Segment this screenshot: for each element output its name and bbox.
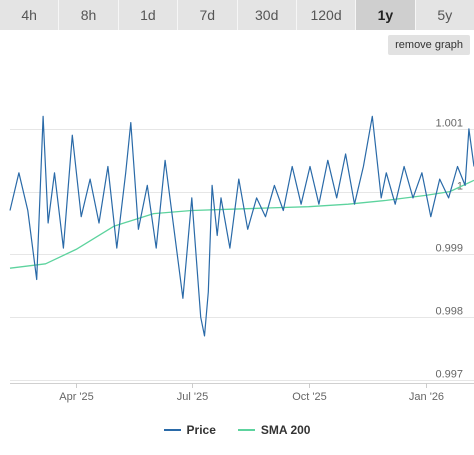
legend-swatch-price: [163, 429, 181, 431]
x-tick-label: Apr '25: [59, 391, 94, 403]
tab-7d[interactable]: 7d: [178, 0, 238, 30]
tab-1y[interactable]: 1y: [356, 0, 416, 30]
remove-graph-button[interactable]: remove graph: [388, 35, 470, 55]
y-tick-label: 0.999: [435, 243, 463, 255]
tab-4h[interactable]: 4h: [0, 0, 60, 30]
timeframe-tabs: 4h 8h 1d 7d 30d 120d 1y 5y: [0, 0, 474, 30]
y-tick-label: 0.998: [435, 306, 463, 318]
y-tick-label: 1.001: [435, 118, 463, 130]
x-tick-label: Jul '25: [177, 391, 208, 403]
legend-label-price: Price: [186, 423, 216, 437]
x-tick-label: Jan '26: [409, 391, 444, 403]
legend-label-sma: SMA 200: [260, 423, 311, 437]
y-tick-label: 0.997: [435, 369, 463, 381]
x-tick-label: Oct '25: [292, 391, 327, 403]
legend-item-sma[interactable]: SMA 200: [237, 423, 311, 437]
tab-8h[interactable]: 8h: [59, 0, 119, 30]
chart-legend: Price SMA 200: [0, 420, 474, 440]
tab-120d[interactable]: 120d: [296, 0, 357, 30]
sma-200-line: [9, 179, 474, 269]
tab-5y[interactable]: 5y: [415, 0, 474, 30]
tab-30d[interactable]: 30d: [237, 0, 297, 30]
price-line: [9, 115, 474, 337]
tab-1d[interactable]: 1d: [118, 0, 179, 30]
legend-item-price[interactable]: Price: [163, 423, 216, 437]
legend-swatch-sma: [237, 429, 255, 431]
